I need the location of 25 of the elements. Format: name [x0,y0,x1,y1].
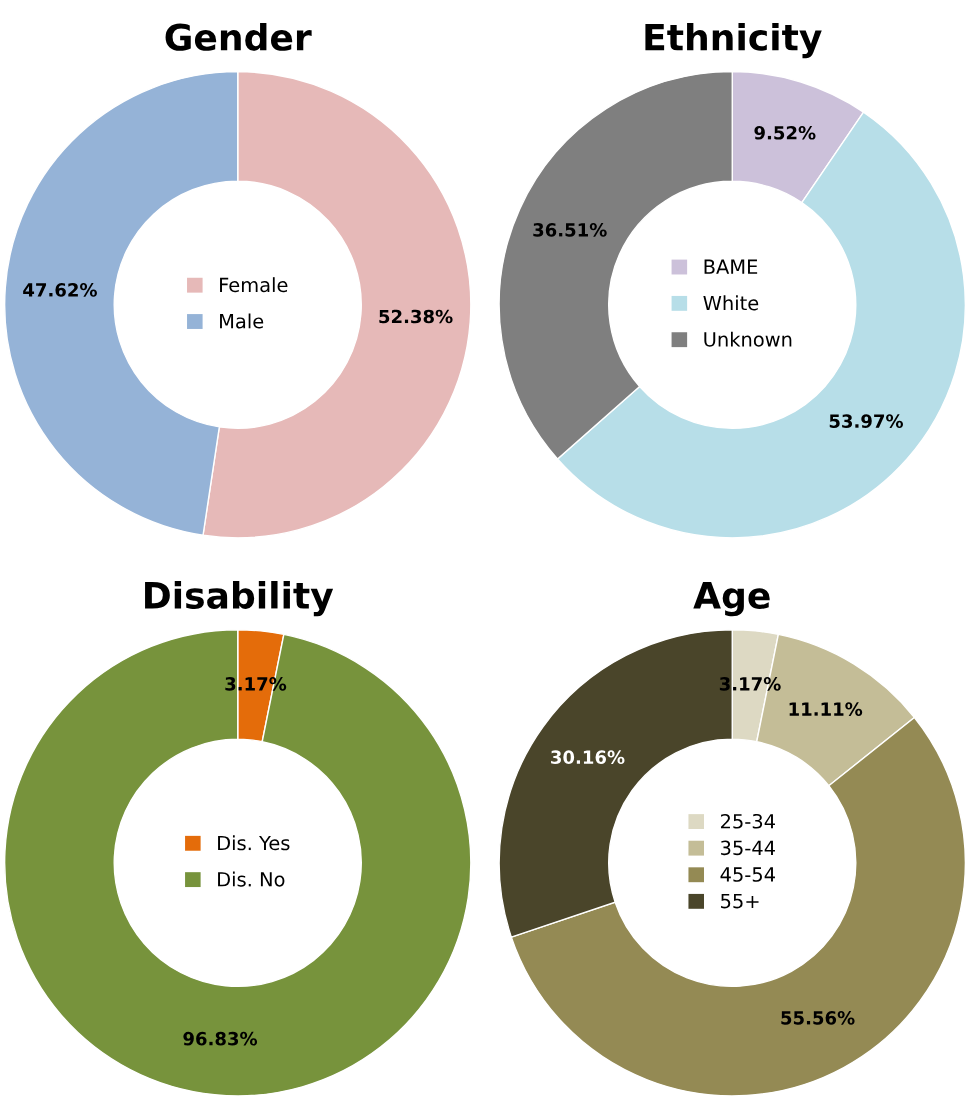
legend-label: Dis. No [218,871,285,887]
legend-label: BAME [704,259,758,274]
legend-label: 45-54 [720,867,775,882]
chart-title: Age [693,582,770,617]
data-label: 47.62% [23,283,97,297]
legend-label: Dis. Yes [218,835,290,851]
data-label: 52.38% [379,309,453,324]
data-label: 55.56% [781,1011,855,1025]
legend-label: Unknown [704,331,792,347]
chart-title: Disability [145,581,334,617]
data-label: 30.16% [551,750,625,765]
data-label: 9.52% [754,125,816,140]
data-label: 11.11% [789,702,863,716]
legend-label: White [703,295,759,311]
data-label: 96.83% [183,1031,258,1046]
donut-slice [3,629,472,1097]
data-label: 53.97% [829,414,903,428]
legend-label: 35-44 [721,840,775,856]
data-label: 36.51% [533,223,607,237]
legend-label: Female [220,277,288,293]
legend-label: 25-34 [720,813,775,829]
chart-title: Gender [165,22,312,51]
chart-title: Ethnicity [645,22,822,59]
legend-label: 55+ [721,893,759,909]
legend-label: Male [220,313,264,329]
